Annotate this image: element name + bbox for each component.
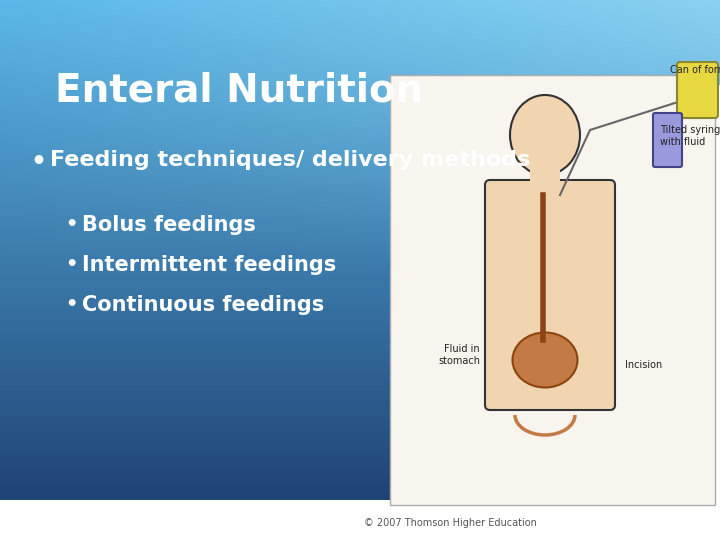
Bar [390,75,715,505]
Text: Bolus feedings: Bolus feedings [82,215,256,235]
Text: Fluid in
stomach: Fluid in stomach [438,344,480,366]
Text: Feeding techniques/ delivery methods: Feeding techniques/ delivery methods [50,150,531,170]
Text: Intermittent feedings: Intermittent feedings [82,255,336,275]
Text: Continuous feedings: Continuous feedings [82,295,324,315]
Text: •: • [65,215,77,234]
Text: •: • [65,255,77,274]
Ellipse shape [510,95,580,175]
Text: Tilted syringe
with fluid: Tilted syringe with fluid [660,125,720,146]
Text: Can of formula: Can of formula [670,65,720,75]
Bar [395,85,720,540]
FancyBboxPatch shape [653,113,682,167]
Text: © 2007 Thomson Higher Education: © 2007 Thomson Higher Education [364,518,536,528]
Bar [530,168,560,193]
Text: •: • [65,295,77,314]
Ellipse shape [513,333,577,388]
Bar [0,500,720,540]
Text: •: • [30,150,46,174]
FancyBboxPatch shape [677,62,718,118]
Text: Incision: Incision [625,360,662,370]
Text: Enteral Nutrition: Enteral Nutrition [55,72,423,110]
FancyBboxPatch shape [485,180,615,410]
